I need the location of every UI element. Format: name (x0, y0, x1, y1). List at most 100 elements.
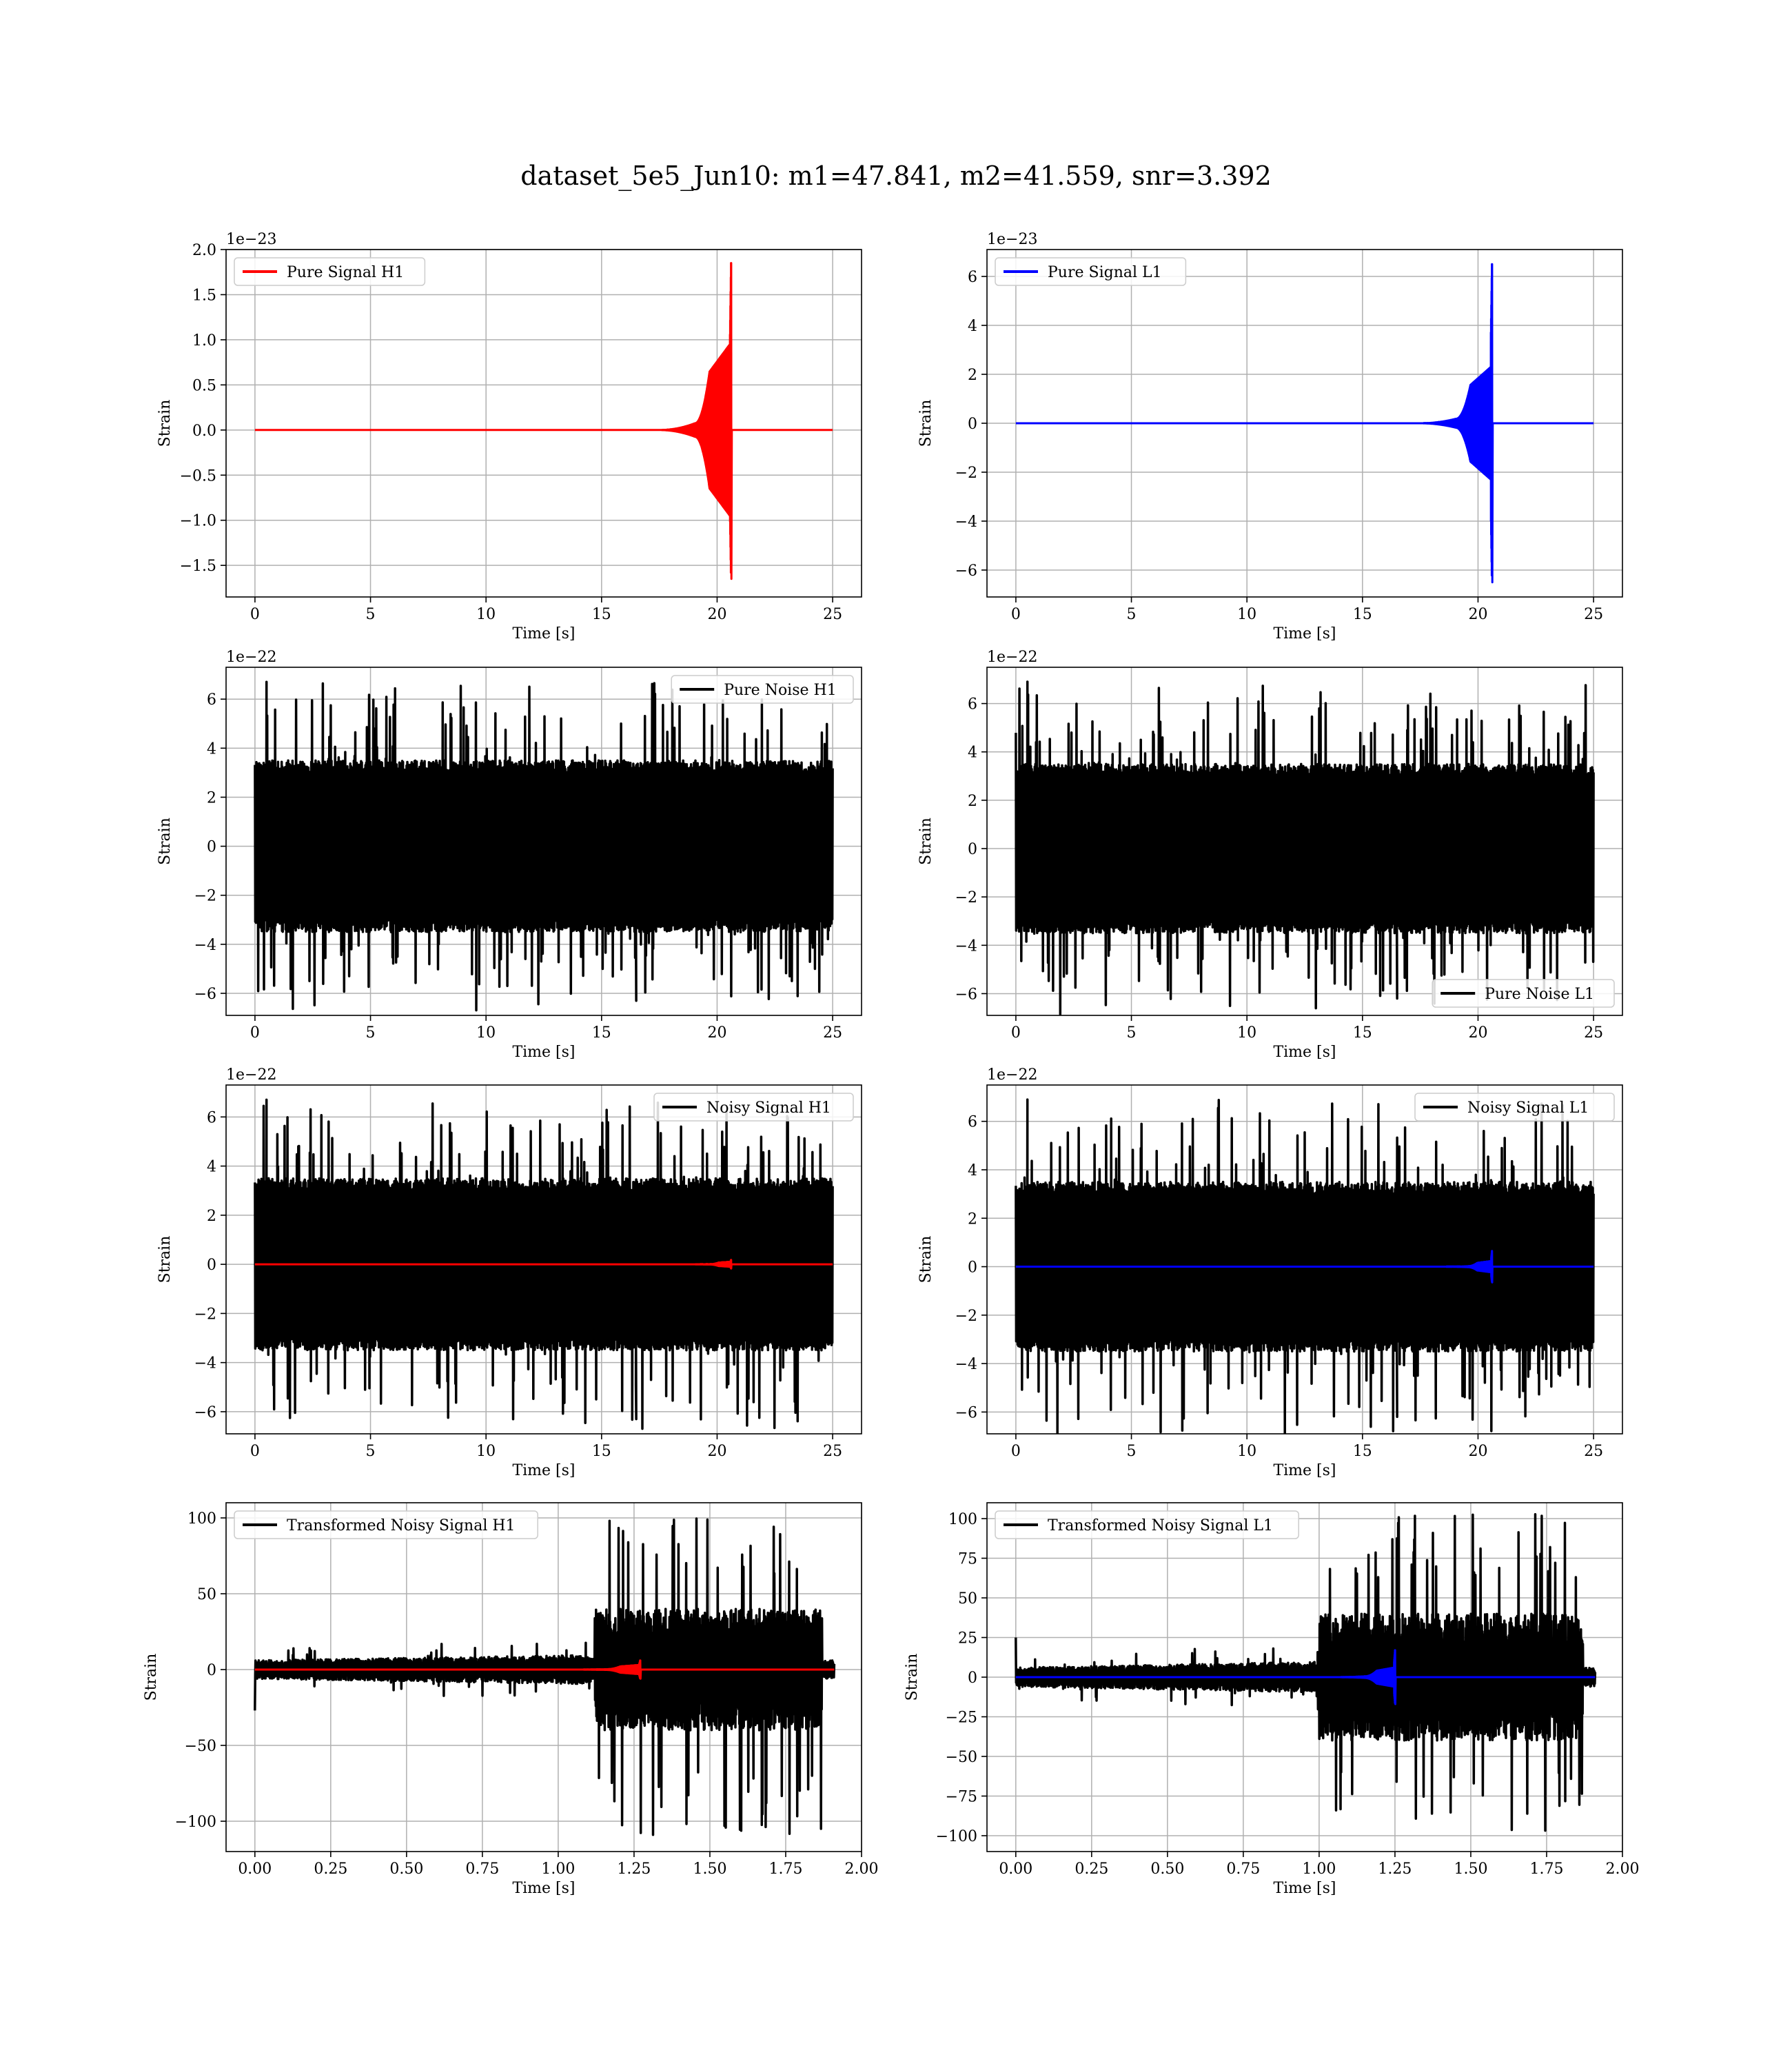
series-line-chirp-overlay (254, 1259, 833, 1270)
x-tick-label: 10 (476, 1024, 496, 1042)
series-group (254, 1517, 836, 1836)
legend-label: Transformed Noisy Signal L1 (1048, 1517, 1273, 1534)
legend-label: Transformed Noisy Signal H1 (287, 1517, 516, 1534)
y-tick-label: −6 (194, 1404, 216, 1421)
x-tick-label: 0 (250, 1443, 260, 1460)
y-tick-label: 2 (207, 789, 216, 807)
y-tick-label: 0.0 (192, 423, 216, 440)
series-group (1015, 1513, 1597, 1832)
y-tick-label: 4 (968, 318, 977, 335)
y-tick-label: −4 (194, 1355, 216, 1372)
series-line-chirp-overlay (1015, 1649, 1596, 1705)
y-tick-label: 100 (187, 1510, 216, 1528)
x-tick-label: 25 (823, 1443, 842, 1460)
legend: Noisy Signal L1 (1414, 1093, 1615, 1122)
x-tick-label: 20 (707, 1443, 726, 1460)
series-group (1015, 1098, 1595, 1434)
x-tick-label: 10 (1237, 1443, 1256, 1460)
legend-box (1432, 979, 1615, 1008)
subplot-noisy-signal-l1: 0 5 10 15 20 25 −6 −4 −2 0 2 4 6 Time [s] Strain 1e−22 N… (917, 1066, 1623, 1479)
x-tick-label: 5 (366, 1024, 376, 1042)
y-tick-label: 0 (968, 841, 977, 858)
legend: Transformed Noisy Signal L1 (995, 1510, 1299, 1539)
x-tick-label: 5 (1127, 606, 1137, 623)
legend: Pure Signal L1 (995, 257, 1187, 286)
plot-area (226, 250, 862, 597)
y-tick-label: 0 (968, 1670, 977, 1687)
x-tick-label: 2.00 (1606, 1861, 1640, 1878)
x-tick-label: 5 (1127, 1443, 1137, 1460)
y-tick-label: 0 (207, 1662, 216, 1679)
series-group (254, 262, 833, 580)
y-tick-label: 25 (958, 1630, 977, 1648)
legend-box (995, 257, 1187, 286)
y-tick-label: 100 (948, 1511, 977, 1528)
x-tick-label: 5 (366, 1443, 376, 1460)
x-tick-label: 15 (592, 1443, 611, 1460)
figure-title: dataset_5e5_Jun10: m1=47.841, m2=41.559,… (520, 161, 1272, 192)
y-tick-label: −6 (955, 1404, 977, 1421)
subplot-transformed-noisy-signal-h1: 0.00 0.25 0.50 0.75 1.00 1.25 1.50 1.75 2.00 −100… (143, 1502, 878, 1897)
y-tick-label: −6 (955, 562, 977, 580)
y-tick-label: 0 (207, 1257, 216, 1274)
subplot-grid: 0 5 10 15 20 25−1.5−1.0−0.50.00.51.01.52.0Tim… (143, 231, 1639, 1897)
y-tick-label: 6 (968, 1114, 977, 1131)
series-group (1015, 263, 1594, 584)
x-tick-label: 0 (1011, 1443, 1021, 1460)
x-tick-label: 0.75 (465, 1861, 499, 1878)
legend: Pure Noise L1 (1432, 979, 1615, 1008)
axes-frame (225, 249, 862, 598)
x-tick-label: 20 (1468, 606, 1487, 623)
axes-frame (225, 1502, 862, 1852)
y-axis-label: Strain (904, 1654, 921, 1701)
legend: Noisy Signal H1 (653, 1093, 854, 1122)
y-tick-label: 0 (207, 839, 216, 856)
y-tick-label: 2 (968, 793, 977, 810)
y-tick-label: −50 (185, 1738, 216, 1755)
y-tick-label: 2.0 (192, 242, 216, 259)
x-axis-label: Time [s] (512, 1880, 575, 1897)
x-tick-label: 1.00 (1302, 1861, 1336, 1878)
y-axis-label: Strain (917, 1236, 935, 1284)
y-tick-label: 0.5 (192, 377, 216, 394)
legend: Transformed Noisy Signal H1 (234, 1510, 538, 1539)
x-tick-label: 25 (1584, 1443, 1603, 1460)
subplot-noisy-signal-h1: 0 5 10 15 20 25 −6 −4 −2 0 2 4 6 Time [s] Strain 1e−22 N… (156, 1066, 862, 1479)
x-tick-label: 15 (1353, 1443, 1372, 1460)
axis-offset-label: 1e−22 (987, 1066, 1037, 1084)
x-axis-label: Time [s] (1273, 1462, 1336, 1479)
y-tick-label: 75 (958, 1551, 977, 1568)
legend-label: Noisy Signal H1 (706, 1099, 831, 1117)
x-axis-label: Time [s] (512, 1044, 575, 1061)
y-tick-label: −2 (194, 1306, 216, 1323)
y-tick-label: 2 (968, 1210, 977, 1228)
y-tick-label: 4 (207, 740, 216, 758)
x-tick-label: 1.75 (768, 1861, 802, 1878)
y-tick-label: 0 (968, 416, 977, 433)
legend-box (234, 257, 426, 286)
x-tick-label: 0 (250, 1024, 260, 1042)
y-axis-label: Strain (156, 818, 174, 865)
legend-label: Noisy Signal L1 (1467, 1099, 1589, 1117)
y-tick-label: −25 (946, 1710, 977, 1727)
x-tick-label: 1.50 (693, 1861, 726, 1878)
axis-offset-label: 1e−22 (226, 649, 276, 666)
x-tick-label: 25 (1584, 1024, 1603, 1042)
x-tick-label: 0.25 (1075, 1861, 1108, 1878)
y-tick-label: 6 (207, 1109, 216, 1126)
legend-box (234, 1510, 538, 1539)
y-tick-label: 2 (207, 1208, 216, 1225)
legend-label: Pure Signal H1 (287, 264, 404, 281)
x-tick-label: 15 (1353, 606, 1372, 623)
y-tick-label: −50 (946, 1749, 977, 1766)
x-tick-label: 0.50 (1150, 1861, 1184, 1878)
x-tick-label: 25 (1584, 606, 1603, 623)
series-line-pure-signal-l1 (1015, 263, 1594, 584)
x-axis-label: Time [s] (1273, 625, 1336, 642)
x-tick-label: 1.25 (1378, 1861, 1412, 1878)
y-tick-label: 0 (968, 1259, 977, 1277)
x-tick-label: 15 (592, 606, 611, 623)
series-line-pure-noise-h1 (254, 680, 834, 1012)
x-tick-label: 15 (592, 1024, 611, 1042)
